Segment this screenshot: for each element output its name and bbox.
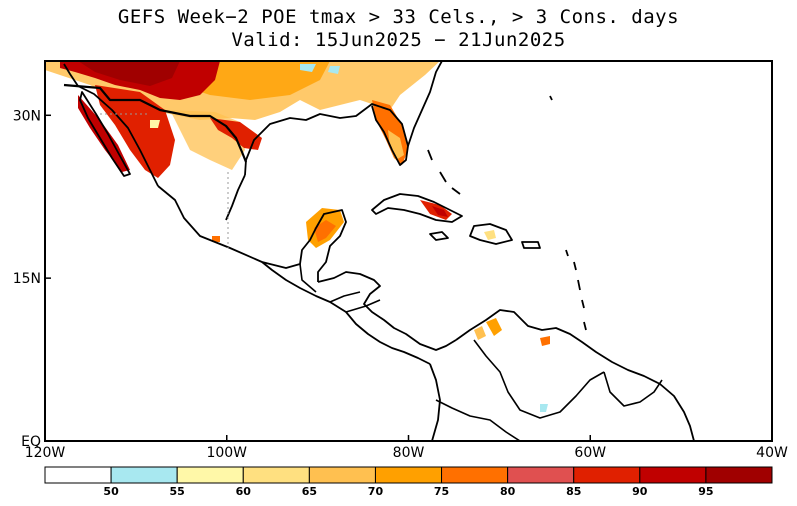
- y-tick-label: EQ: [21, 434, 41, 450]
- map-title-line1: GEFS Week−2 POE tmax > 33 Cels., > 3 Con…: [117, 6, 680, 28]
- colorbar-label: 60: [236, 485, 252, 498]
- colorbar-swatch: [573, 466, 641, 484]
- colorbar-swatch: [242, 466, 310, 484]
- colorbar-label: 70: [368, 485, 384, 498]
- colorbar-swatch: [639, 466, 707, 484]
- colorbar-swatch: [44, 466, 112, 484]
- coastlines: [63, 61, 695, 441]
- map-title-line2: Valid: 15Jun2025 − 21Jun2025: [231, 29, 566, 51]
- colorbar-label: 65: [302, 485, 317, 498]
- colorbar-label: 75: [434, 485, 449, 498]
- colorbar-label: 90: [632, 485, 648, 498]
- colorbar-swatch: [374, 466, 443, 484]
- y-tick-label: 15N: [13, 271, 41, 287]
- y-tick-label: 30N: [13, 108, 41, 124]
- x-tick-label: 60W: [574, 445, 606, 461]
- colorbar-label: 95: [698, 485, 713, 498]
- x-tick-label: 100W: [206, 445, 247, 461]
- colorbar-label: 85: [566, 485, 581, 498]
- y-axis: 30N 15N EQ: [13, 108, 51, 450]
- colorbar-swatch: [441, 466, 509, 484]
- x-tick-label: 80W: [393, 445, 425, 461]
- map-plot-area: [45, 61, 772, 441]
- colorbar-label: 50: [103, 485, 119, 498]
- x-axis: 120W 100W 80W 60W 40W: [25, 435, 788, 461]
- internal-borders: [100, 113, 229, 248]
- colorbar-swatch: [176, 466, 244, 484]
- colorbar-label: 55: [170, 485, 185, 498]
- x-tick-label: 40W: [756, 445, 788, 461]
- x-tick-label: 120W: [25, 445, 66, 461]
- colorbar-label: 80: [500, 485, 516, 498]
- colorbar-swatch: [705, 466, 773, 484]
- colorbar-swatch: [507, 466, 575, 484]
- colorbar-swatch: [110, 466, 178, 484]
- colorbar: 50 55 60 65 70 75 80 85 90 95: [44, 466, 773, 498]
- colorbar-swatch: [308, 466, 376, 484]
